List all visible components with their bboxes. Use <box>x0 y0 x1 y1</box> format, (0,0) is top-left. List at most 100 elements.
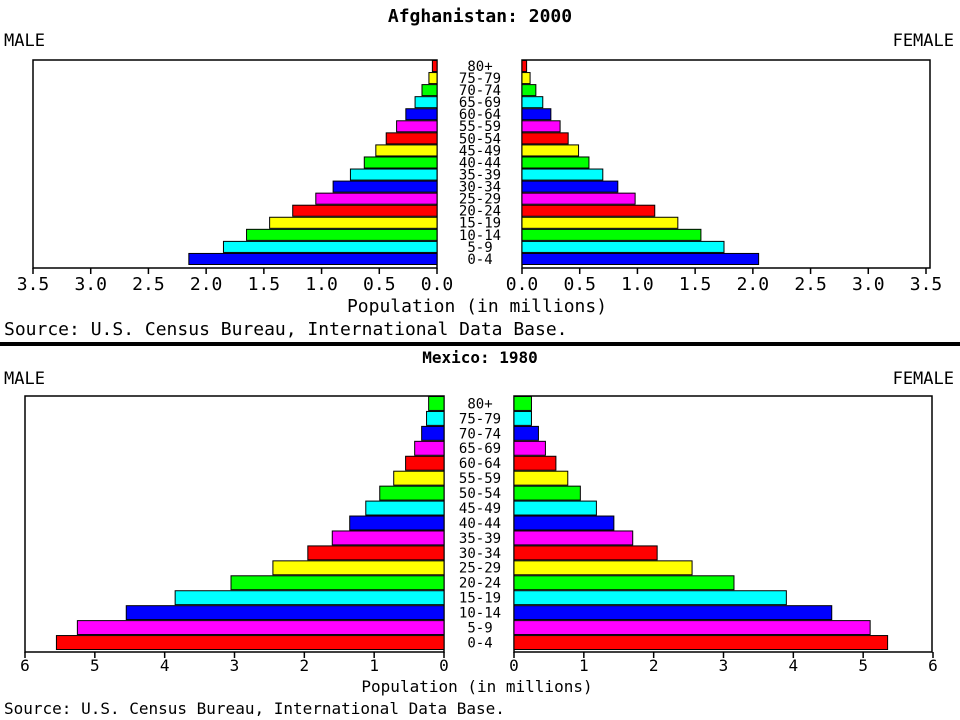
female-bar <box>513 575 735 591</box>
male-bar <box>76 620 445 636</box>
female-bar <box>513 590 787 606</box>
female-bar <box>513 560 693 576</box>
age-group-label: 15-19 <box>459 216 501 232</box>
age-group-label: 10-14 <box>459 606 501 622</box>
age-group-label: 35-39 <box>459 167 501 183</box>
male-bar <box>349 168 438 181</box>
age-group-label: 45-49 <box>459 143 501 159</box>
age-group-label: 70-74 <box>459 83 501 99</box>
female-bar <box>513 530 634 546</box>
female-bar <box>521 252 760 266</box>
afghanistan-panel: Afghanistan: 2000 MALE FEMALE 0-4 5-9 10-14 15… <box>0 0 960 342</box>
male-tick-label: 6 <box>20 656 30 675</box>
male-bar <box>269 216 438 229</box>
male-bar <box>414 440 445 456</box>
age-group-label: 40-44 <box>459 516 501 532</box>
male-bar <box>426 410 445 426</box>
female-bar <box>513 396 532 411</box>
age-group-label: 25-29 <box>459 192 501 208</box>
male-bar <box>421 84 438 97</box>
male-bar <box>405 455 445 471</box>
male-tick-label: 3 <box>230 656 240 675</box>
source-note: Source: U.S. Census Bureau, Internationa… <box>4 699 505 718</box>
female-bar <box>521 180 619 193</box>
age-group-label: 35-39 <box>459 531 501 547</box>
age-group-label: 20-24 <box>459 204 501 220</box>
age-group-label: 60-64 <box>459 456 501 472</box>
female-bar <box>521 72 531 85</box>
female-tick-label: 3.5 <box>910 274 943 295</box>
female-tick-label: 0.0 <box>506 274 539 295</box>
age-group-label: 80+ <box>467 396 492 412</box>
male-tick-label: 3.0 <box>74 274 107 295</box>
male-bar <box>379 485 445 501</box>
male-bar <box>174 590 445 606</box>
age-group-label: 5-9 <box>467 620 492 636</box>
female-bar <box>521 156 590 169</box>
female-bar <box>521 108 552 121</box>
female-bar <box>513 500 597 516</box>
male-bar <box>332 180 438 193</box>
female-bar <box>521 144 580 157</box>
female-tick-label: 3.0 <box>852 274 885 295</box>
male-bar <box>385 132 438 145</box>
x-axis-label: Population (in millions) <box>361 677 592 696</box>
age-group-label: 10-14 <box>459 228 501 244</box>
female-bar <box>521 204 656 217</box>
female-tick-label: 1.5 <box>679 274 712 295</box>
male-tick-label: 0.0 <box>421 274 454 295</box>
female-bar <box>513 620 871 636</box>
male-tick-label: 0 <box>439 656 449 675</box>
female-bar <box>513 440 546 456</box>
age-group-label: 55-59 <box>459 471 501 487</box>
female-tick-label: 3 <box>719 656 729 675</box>
female-bar <box>513 470 569 486</box>
x-axis-label: Population (in millions) <box>347 296 607 317</box>
age-group-label: 60-64 <box>459 107 501 123</box>
afghanistan-pyramid-chart: Afghanistan: 2000 MALE FEMALE 0-45-910-1415… <box>4 6 954 340</box>
female-bar <box>521 132 569 145</box>
male-bar <box>405 108 438 121</box>
age-group-label: 15-19 <box>459 591 501 607</box>
age-group-label: 55-59 <box>459 119 501 135</box>
male-tick-label: 2.0 <box>190 274 223 295</box>
male-bar <box>246 228 438 241</box>
age-group-label: 70-74 <box>459 426 501 442</box>
chart-title: Afghanistan: 2000 <box>388 6 572 27</box>
male-bar <box>230 575 445 591</box>
age-group-label: 30-34 <box>459 180 501 196</box>
female-tick-label: 1.0 <box>621 274 654 295</box>
female-label: FEMALE <box>893 369 954 389</box>
male-bar <box>272 560 445 576</box>
male-bar <box>414 96 438 109</box>
male-bar <box>363 156 438 169</box>
age-group-label: 50-54 <box>459 131 501 147</box>
male-bar <box>393 470 445 486</box>
male-tick-label: 1 <box>369 656 379 675</box>
male-bar <box>375 144 438 157</box>
female-tick-label: 6 <box>928 656 938 675</box>
mexico-panel: Mexico: 1980 MALE FEMALE 0-4 5-9 10-14 15-19 20… <box>0 346 960 720</box>
male-tick-label: 2.5 <box>132 274 165 295</box>
male-bar <box>125 605 445 621</box>
male-bar <box>365 500 445 516</box>
male-bar <box>307 545 445 561</box>
age-group-label: 50-54 <box>459 486 501 502</box>
age-group-label: 30-34 <box>459 546 501 562</box>
age-group-label: 20-24 <box>459 576 501 592</box>
female-tick-label: 0.5 <box>563 274 596 295</box>
female-bar <box>521 60 528 73</box>
male-bar <box>188 252 438 266</box>
age-group-label: 75-79 <box>459 411 501 427</box>
male-bar <box>428 72 438 85</box>
male-tick-label: 0.5 <box>363 274 396 295</box>
male-bar <box>396 120 438 133</box>
male-bar <box>55 635 445 651</box>
female-bar <box>513 515 615 531</box>
male-tick-label: 1.5 <box>248 274 281 295</box>
female-tick-label: 4 <box>789 656 799 675</box>
age-group-label: 0-4 <box>467 252 492 268</box>
age-group-label: 25-29 <box>459 561 501 577</box>
